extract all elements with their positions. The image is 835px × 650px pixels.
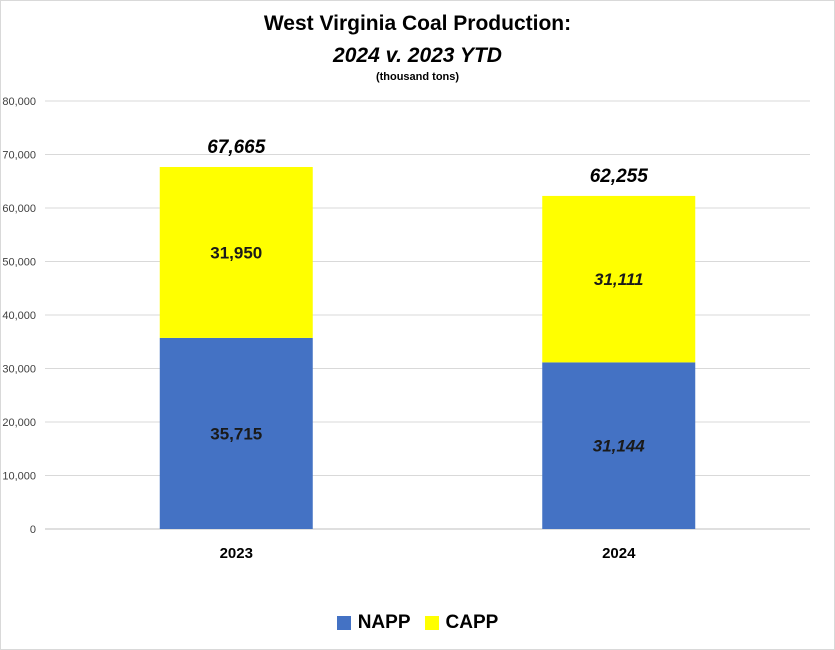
total-label: 62,255 <box>590 166 649 187</box>
chart-subtitle: 2024 v. 2023 YTD <box>333 44 502 67</box>
y-tick-label: 40,000 <box>2 310 36 322</box>
bar-capp <box>159 166 313 338</box>
legend-label-napp: NAPP <box>357 612 411 633</box>
data-label: 31,144 <box>593 437 646 456</box>
y-tick-label: 10,000 <box>2 471 36 483</box>
bar-capp <box>542 195 696 363</box>
data-label: 31,111 <box>594 270 643 289</box>
bar-napp <box>542 362 696 529</box>
y-tick-label: 20,000 <box>2 417 36 429</box>
legend-label-capp: CAPP <box>445 612 499 633</box>
legend: NAPP CAPP <box>0 612 835 634</box>
y-tick-label: 70,000 <box>2 150 36 162</box>
legend-item-napp: NAPP <box>336 612 411 634</box>
total-label: 67,665 <box>207 137 266 158</box>
legend-swatch-napp <box>336 616 351 630</box>
y-tick-label: 0 <box>30 524 36 536</box>
chart-title: West Virginia Coal Production: <box>263 12 572 35</box>
bar-napp <box>159 337 313 529</box>
y-tick-label: 50,000 <box>2 257 36 269</box>
legend-item-capp: CAPP <box>424 612 499 634</box>
y-tick-label: 80,000 <box>2 96 36 108</box>
data-label: 35,715 <box>210 424 262 443</box>
y-tick-label: 30,000 <box>2 364 36 376</box>
x-tick-label: 2024 <box>602 545 636 562</box>
y-tick-label: 60,000 <box>2 203 36 215</box>
x-tick-label: 2023 <box>220 545 253 562</box>
chart-units: (thousand tons) <box>375 71 460 83</box>
data-label: 31,950 <box>210 243 262 262</box>
legend-swatch-capp <box>424 616 439 630</box>
